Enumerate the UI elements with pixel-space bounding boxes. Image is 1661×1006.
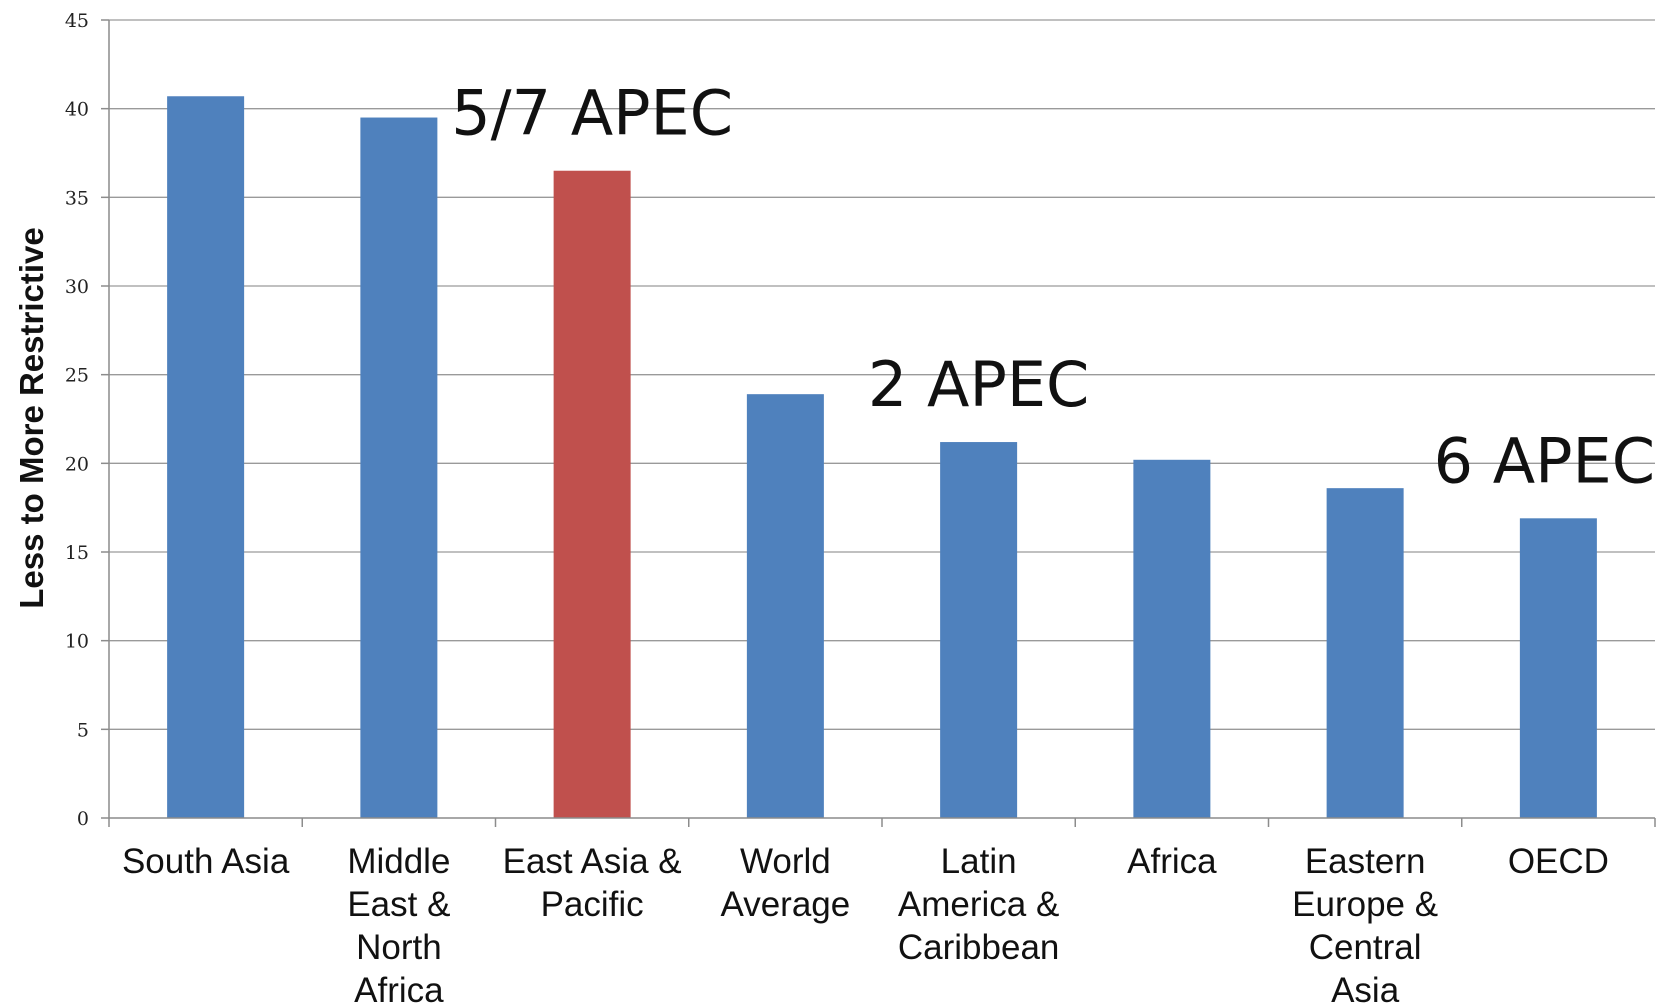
- x-category-label-line: Caribbean: [898, 928, 1060, 967]
- bar: [940, 442, 1018, 818]
- bar: [746, 394, 824, 818]
- x-category-label-line: Middle: [347, 842, 450, 881]
- x-category-label: World Average: [721, 842, 851, 924]
- x-category-label-line: Africa: [354, 971, 444, 1006]
- y-axis-label: Less to More Restrictive: [13, 227, 50, 608]
- annotations: 5/7 APEC 2 APEC 6 APEC: [451, 77, 1655, 498]
- x-category-label-line: Latin: [941, 842, 1017, 881]
- y-tick-label: 15: [65, 542, 89, 564]
- bar: [1133, 459, 1211, 818]
- y-tick-label: 25: [65, 365, 89, 387]
- x-category-label: OECD: [1508, 842, 1609, 881]
- apec-annotation: 2 APEC: [868, 348, 1089, 421]
- y-tick-label: 20: [65, 453, 89, 475]
- x-category-label-line: OECD: [1508, 842, 1609, 881]
- x-category-label-line: South Asia: [122, 842, 290, 881]
- x-category-label: Eastern Europe & Central Asia: [1292, 842, 1438, 1006]
- x-category-label-line: World: [740, 842, 831, 881]
- bar: [1519, 518, 1597, 818]
- y-tick-label: 45: [65, 10, 89, 32]
- x-category-label-line: Average: [721, 885, 851, 924]
- x-category-label-line: North: [356, 928, 442, 967]
- x-category-label-line: America &: [898, 885, 1059, 924]
- x-category-label: Middle East & North Africa: [347, 842, 450, 1006]
- bar: [167, 96, 245, 818]
- axes: [101, 19, 1656, 827]
- apec-annotation: 5/7 APEC: [451, 77, 733, 150]
- bars: [167, 96, 1597, 819]
- apec-annotation: 6 APEC: [1434, 424, 1655, 497]
- x-category-label-line: East Asia &: [503, 842, 682, 881]
- x-category-label-line: Eastern: [1305, 842, 1426, 881]
- y-tick-labels: 0 5 10 15 20 25 30 35 40 45: [65, 10, 89, 830]
- x-category-label-line: Asia: [1331, 971, 1400, 1006]
- x-category-label: Africa: [1127, 842, 1217, 881]
- y-tick-label: 10: [65, 631, 89, 653]
- bar: [360, 117, 438, 819]
- y-tick-label: 0: [77, 808, 89, 830]
- x-category-label-line: Pacific: [541, 885, 644, 924]
- x-category-label-line: East &: [347, 885, 450, 924]
- x-category-label-line: Central: [1309, 928, 1422, 967]
- y-tick-label: 30: [65, 276, 89, 298]
- x-category-label: East Asia & Pacific: [503, 842, 682, 924]
- x-category-label: South Asia: [122, 842, 290, 881]
- y-tick-label: 5: [77, 719, 89, 741]
- bar: [1326, 488, 1404, 818]
- y-tick-label: 35: [65, 187, 89, 209]
- y-tick-label: 40: [65, 99, 89, 121]
- x-category-label-line: Europe &: [1292, 885, 1438, 924]
- x-category-label: Latin America & Caribbean: [898, 842, 1060, 967]
- x-category-label-line: Africa: [1127, 842, 1217, 881]
- x-category-labels: South Asia Middle East & North Africa East As…: [122, 842, 1609, 1006]
- bar: [553, 170, 631, 818]
